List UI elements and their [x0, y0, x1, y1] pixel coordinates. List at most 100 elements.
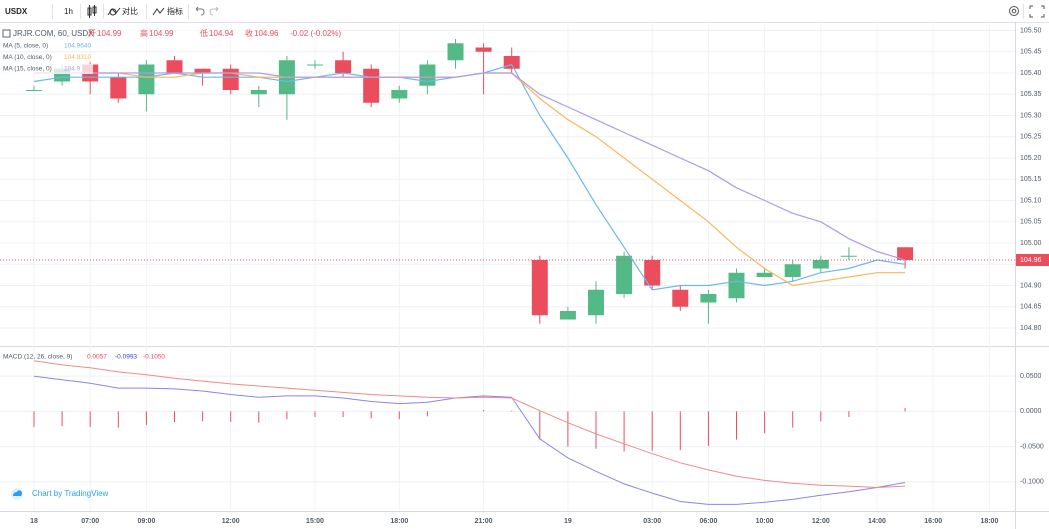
- candle-body: [250, 90, 267, 95]
- macd-legend: MACD (12, 26, close, 9) 0.0057 -0.0993 -0.1…: [3, 354, 165, 361]
- x-tick-label: 21:00: [475, 518, 493, 525]
- candle-body: [138, 64, 155, 95]
- macd-line: [33, 375, 906, 505]
- legend-label: MA (10, close, 0): [3, 54, 52, 61]
- chart-style-button[interactable]: [87, 5, 97, 18]
- indicators-icon[interactable]: [152, 7, 165, 16]
- redo-button[interactable]: [209, 6, 219, 16]
- x-tick-label: 16:00: [924, 518, 942, 525]
- y-tick-label: 105.35: [1020, 91, 1042, 98]
- fullscreen-button[interactable]: [1029, 5, 1045, 18]
- legend-bg: [1, 52, 93, 63]
- candle-body: [559, 311, 576, 320]
- x-tick-label: 12:00: [222, 518, 240, 525]
- candle-body: [194, 68, 211, 73]
- candle-body: [588, 289, 604, 316]
- symbol-button[interactable]: USDX: [5, 7, 28, 16]
- candle-body: [784, 264, 801, 277]
- candle-body: [110, 77, 127, 99]
- y-tick-label: 105.15: [1020, 176, 1042, 183]
- high-label: 高: [140, 28, 148, 38]
- legend-value: 104.9: [64, 66, 81, 73]
- candle-body: [419, 64, 436, 86]
- candle-body: [644, 260, 661, 286]
- legend-symbol: JRJR.COM, 60, USDX: [13, 29, 94, 38]
- ma-line: [34, 72, 906, 261]
- macd-line: [33, 360, 906, 489]
- x-tick-label: 18:00: [390, 518, 408, 525]
- y-tick-label: 104.90: [1020, 282, 1042, 289]
- y-tick-label: 104.80: [1020, 325, 1042, 332]
- open-value: 104.99: [97, 29, 122, 38]
- y-tick-label: -0.1000: [1020, 479, 1044, 486]
- candle-body: [700, 294, 717, 303]
- legend-value: 104.9640: [64, 43, 91, 50]
- y-tick-label: 104.85: [1020, 304, 1042, 311]
- x-tick-label: 14:00: [868, 518, 886, 525]
- y-tick-label: 105.50: [1020, 27, 1042, 34]
- x-tick-label: 19: [564, 518, 572, 525]
- candle-body: [531, 260, 548, 316]
- plot: [0, 39, 1015, 505]
- candle-body: [447, 43, 464, 61]
- candle-body: [166, 60, 183, 73]
- tradingview-logo: [11, 488, 23, 500]
- credit[interactable]: Chart by TradingView: [32, 489, 109, 498]
- macd-title: MACD (12, 26, close, 9): [3, 354, 72, 361]
- candle-body: [812, 260, 829, 269]
- candle-body: [307, 64, 323, 66]
- x-tick-label: 03:00: [643, 518, 661, 525]
- compare-icon[interactable]: [107, 7, 121, 16]
- x-tick-label: 12:00: [812, 518, 830, 525]
- legend-label: MA (15, close, 0): [3, 66, 52, 73]
- candle-body: [503, 56, 520, 69]
- symbol-icon: [2, 29, 11, 38]
- candle-body: [335, 60, 352, 73]
- legend-background: [1, 27, 341, 41]
- change-value: -0.02 (-0.02%): [290, 29, 341, 38]
- legend-bg: [1, 64, 93, 74]
- candle-body: [222, 68, 239, 90]
- candle-body: [475, 47, 492, 52]
- y-tick-label: 105.30: [1020, 112, 1042, 119]
- x-tick-label: 15:00: [306, 518, 324, 525]
- candle-body: [840, 255, 857, 257]
- y-tick-label: 105.25: [1020, 134, 1042, 141]
- undo-button[interactable]: [195, 6, 205, 16]
- candle-body: [363, 68, 380, 103]
- y-tick-label: 105.05: [1020, 219, 1042, 226]
- candle-body: [728, 272, 745, 299]
- y-tick-label: 0.0000: [1020, 408, 1042, 415]
- ma-legend: MA (5, close, 0) 104.9640 MA (10, close, 0…: [1, 41, 93, 74]
- candle-body: [756, 272, 773, 277]
- low-label: 低: [200, 28, 208, 38]
- x-tick-label: 09:00: [137, 518, 155, 525]
- indicators-button[interactable]: 指标: [167, 6, 183, 16]
- y-tick-label: 105.45: [1020, 49, 1042, 56]
- candle-body: [391, 90, 408, 99]
- toolbar: [0, 0, 1049, 22]
- y-tick-label: 105.20: [1020, 155, 1042, 162]
- last-price-box: [1016, 254, 1049, 266]
- x-tick-label: 07:00: [81, 518, 99, 525]
- candle-body: [897, 247, 914, 260]
- settings-button[interactable]: [1009, 6, 1019, 16]
- macd-legend-value: -0.1050: [143, 354, 165, 361]
- candle-body: [672, 289, 689, 307]
- low-value: 104.94: [209, 29, 234, 38]
- candle-body: [26, 90, 42, 91]
- macd-legend-value: 0.0057: [87, 354, 107, 361]
- y-tick-label: 105.40: [1020, 70, 1042, 77]
- y-tick-label: 0.0500: [1020, 373, 1042, 380]
- candle-body: [616, 255, 633, 294]
- y-tick-label: 105.00: [1020, 240, 1042, 247]
- high-value: 104.99: [149, 29, 174, 38]
- y-tick-label: 105.10: [1020, 197, 1042, 204]
- macd-legend-value: -0.0993: [115, 354, 137, 361]
- close-value: 104.96: [254, 29, 279, 38]
- legend-bg: [1, 41, 93, 51]
- compare-button[interactable]: 对比: [122, 6, 138, 16]
- open-label: 开: [88, 29, 96, 38]
- close-label: 收: [245, 28, 253, 38]
- interval-button[interactable]: 1h: [64, 7, 73, 16]
